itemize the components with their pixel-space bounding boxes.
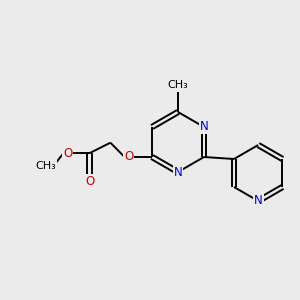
Text: N: N [174, 166, 182, 178]
Text: N: N [200, 121, 208, 134]
Text: N: N [254, 194, 262, 208]
Text: CH₃: CH₃ [35, 161, 56, 171]
Text: CH₃: CH₃ [168, 80, 188, 90]
Text: O: O [124, 151, 133, 164]
Text: O: O [85, 175, 94, 188]
Text: O: O [63, 147, 72, 160]
